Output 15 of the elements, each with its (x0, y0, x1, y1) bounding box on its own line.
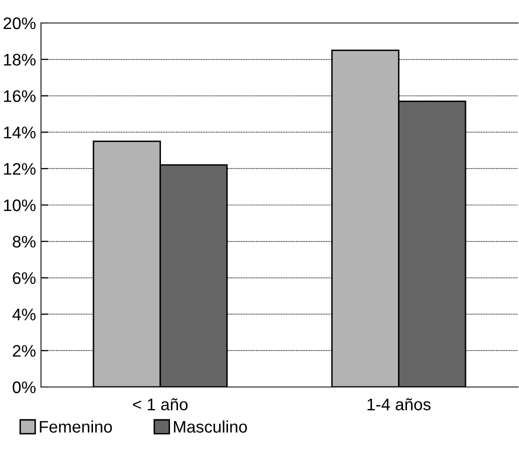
x-tick-label: < 1 año (133, 398, 188, 410)
y-tick-label: 12% (4, 163, 36, 175)
y-tick-label: 10% (4, 199, 36, 212)
y-tick-label: 14% (4, 126, 36, 138)
y-tick-label: 0% (12, 381, 36, 394)
y-tick-label: 8% (12, 236, 36, 248)
x-tick-label: 1-4 años (368, 398, 431, 410)
y-tick-label: 18% (4, 54, 36, 66)
legend-label: Femenino (40, 420, 112, 433)
y-tick-label: 4% (12, 308, 36, 320)
y-tick-label: 16% (4, 90, 36, 102)
y-tick-label: 2% (12, 345, 36, 357)
y-tick-label: 20% (4, 17, 36, 30)
legend-label: Masculino (174, 420, 247, 433)
y-tick-label: 6% (12, 272, 36, 284)
